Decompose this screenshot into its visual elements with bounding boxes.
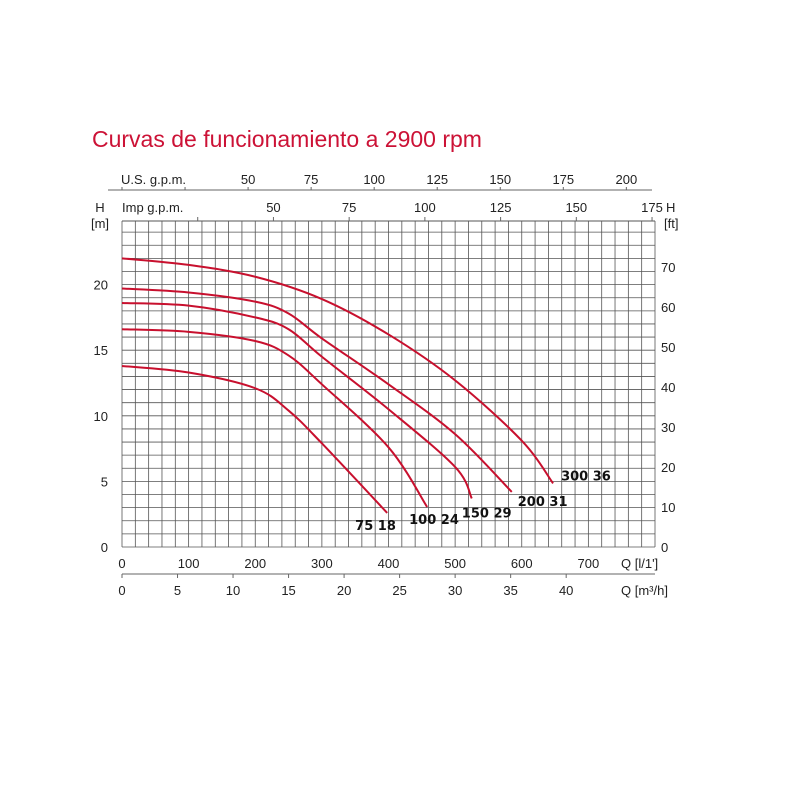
y-tick-label: 20 — [94, 278, 108, 293]
us-gpm-axis-label: U.S. g.p.m. — [121, 172, 186, 187]
x-axis-label: Q [l/1'] — [621, 556, 658, 571]
y2-tick-label: 30 — [661, 420, 675, 435]
x-tick-label: 100 — [178, 556, 200, 571]
pump-curve-100-24 — [121, 328, 428, 508]
us-gpm-tick-label: 50 — [241, 172, 255, 187]
y-tick-label: 10 — [94, 409, 108, 424]
us-gpm-tick-label: 125 — [426, 172, 448, 187]
imp-gpm-tick-label: 175 — [641, 200, 663, 215]
imp-gpm-tick-label: 50 — [266, 200, 280, 215]
y-tick-label: 5 — [101, 474, 108, 489]
pump-curve-200-31 — [121, 287, 513, 493]
us-gpm-tick-label: 75 — [304, 172, 318, 187]
x2-tick-label: 5 — [174, 583, 181, 598]
imp-gpm-tick-label: 150 — [565, 200, 587, 215]
curve-label: 100 24 — [409, 513, 459, 528]
us-gpm-tick-label: 100 — [363, 172, 385, 187]
imp-gpm-tick-label: 100 — [414, 200, 436, 215]
y-axis-label-unit: [m] — [91, 216, 109, 231]
imp-gpm-tick-label: 125 — [490, 200, 512, 215]
x2-tick-label: 25 — [392, 583, 406, 598]
x-tick-label: 300 — [311, 556, 333, 571]
curve-label: 150 29 — [462, 506, 512, 521]
us-gpm-tick-label: 175 — [552, 172, 574, 187]
y2-tick-label: 40 — [661, 380, 675, 395]
x2-tick-label: 0 — [118, 583, 125, 598]
y2-tick-label: 60 — [661, 300, 675, 315]
y2-tick-label: 10 — [661, 500, 675, 515]
x2-tick-label: 10 — [226, 583, 240, 598]
x-tick-label: 600 — [511, 556, 533, 571]
curve-label: 300 36 — [561, 469, 611, 484]
y2-axis-label-unit: [ft] — [664, 216, 678, 231]
us-gpm-tick-label: 150 — [489, 172, 511, 187]
pump-curve-75-18 — [121, 364, 388, 514]
x-tick-label: 200 — [244, 556, 266, 571]
x2-tick-label: 15 — [281, 583, 295, 598]
x2-tick-label: 30 — [448, 583, 462, 598]
y2-tick-label: 70 — [661, 260, 675, 275]
us-gpm-tick-label: 200 — [615, 172, 637, 187]
x-tick-label: 400 — [378, 556, 400, 571]
pump-curve-300-36 — [121, 257, 554, 484]
x2-tick-label: 40 — [559, 583, 573, 598]
pump-curve-150-29 — [121, 301, 473, 499]
y2-tick-label: 0 — [661, 540, 668, 555]
y2-tick-label: 20 — [661, 460, 675, 475]
curve-label: 200 31 — [518, 495, 568, 510]
x2-axis-label: Q [m³/h] — [621, 583, 668, 598]
x2-tick-label: 20 — [337, 583, 351, 598]
x-tick-label: 500 — [444, 556, 466, 571]
y-tick-label: 15 — [94, 343, 108, 358]
curve-label: 75 18 — [355, 519, 396, 534]
chart-title: Curvas de funcionamiento a 2900 rpm — [92, 126, 482, 152]
y-tick-label: 0 — [101, 540, 108, 555]
x-tick-label: 0 — [118, 556, 125, 571]
x-tick-label: 700 — [578, 556, 600, 571]
imp-gpm-tick-label: 75 — [342, 200, 356, 215]
y2-axis-label-h: H — [666, 200, 675, 215]
y2-tick-label: 50 — [661, 340, 675, 355]
imp-gpm-axis-label: Imp g.p.m. — [122, 200, 183, 215]
x2-tick-label: 35 — [503, 583, 517, 598]
y-axis-label-h: H — [95, 200, 104, 215]
